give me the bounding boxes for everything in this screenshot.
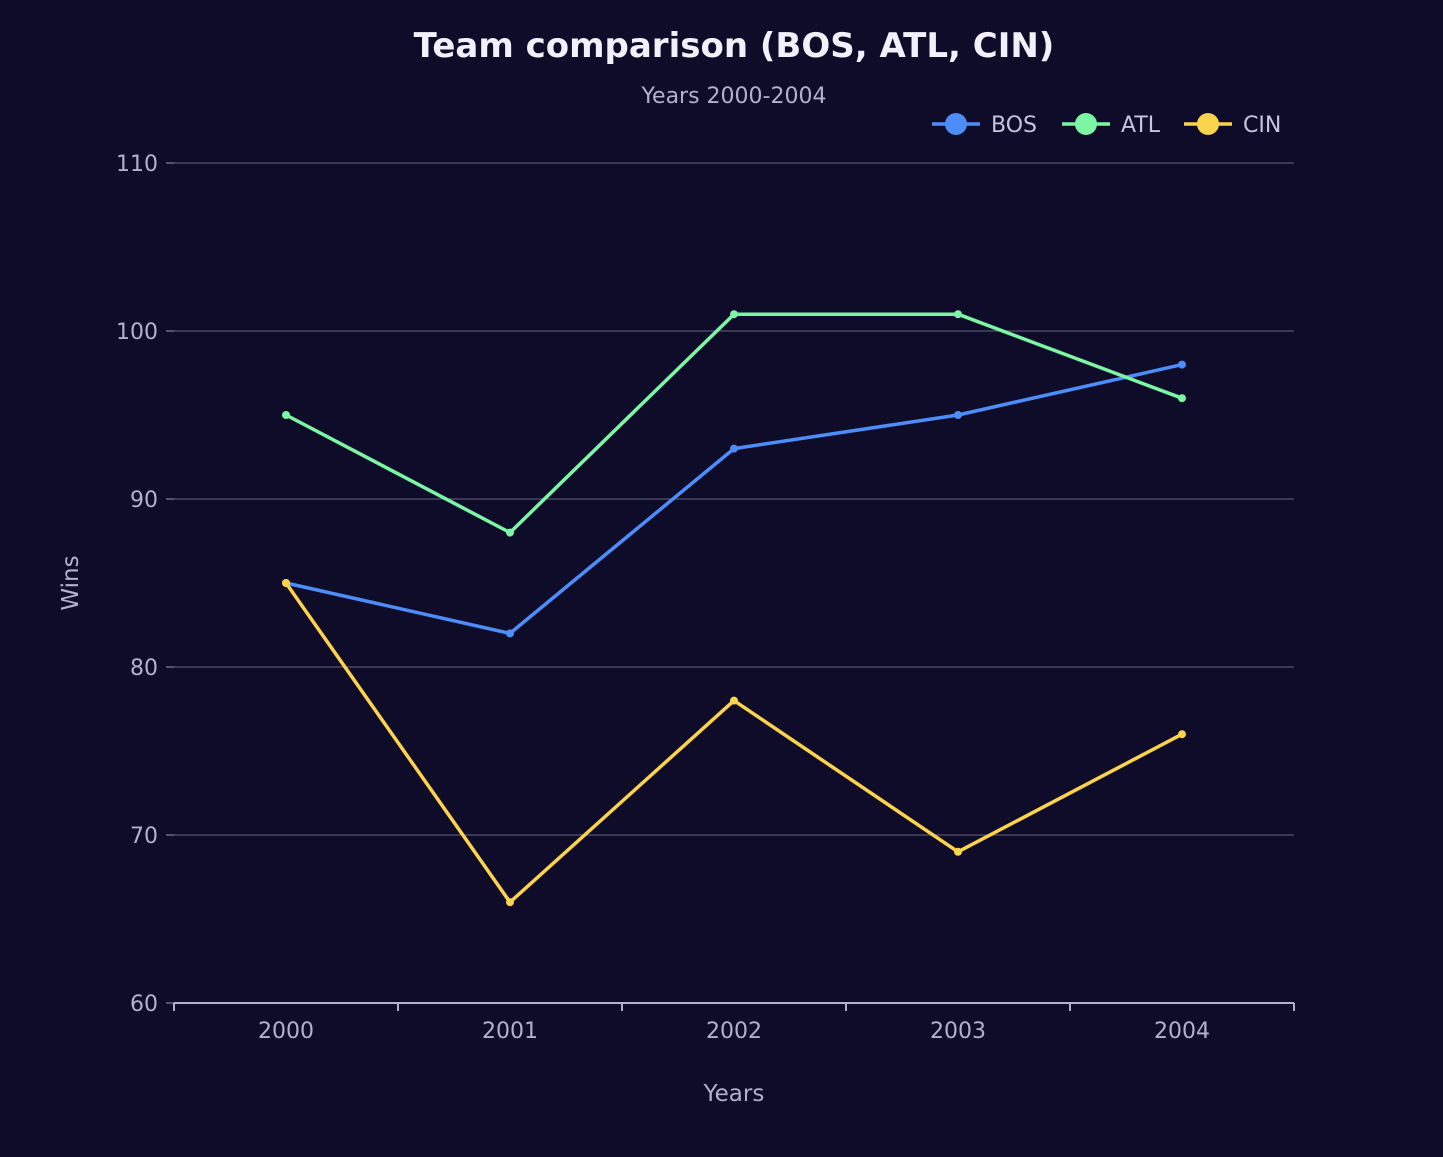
data-point-atl-2000[interactable]: [282, 411, 290, 419]
y-tick-label-70: 70: [130, 824, 158, 849]
x-tick-label-2004: 2004: [1154, 1019, 1210, 1044]
y-tick-label-90: 90: [130, 488, 158, 513]
data-point-atl-2004[interactable]: [1178, 394, 1186, 403]
y-tick-label-100: 100: [116, 320, 158, 345]
chart-title: Team comparison (BOS, ATL, CIN): [414, 26, 1055, 66]
legend-marker-bos: [945, 113, 967, 135]
legend-label-atl: ATL: [1121, 113, 1161, 138]
legend-item-bos[interactable]: BOS: [932, 113, 1037, 138]
y-tick-label-110: 110: [116, 152, 158, 177]
legend-label-cin: CIN: [1243, 113, 1281, 138]
y-tick-label-60: 60: [130, 992, 158, 1017]
data-point-cin-2003[interactable]: [954, 847, 962, 856]
series-group: [282, 310, 1186, 907]
legend-label-bos: BOS: [991, 113, 1037, 138]
x-tick-label-2000: 2000: [258, 1019, 314, 1044]
data-point-atl-2002[interactable]: [730, 310, 738, 319]
axes: 60 70 80 90 100 110 2000 2001 2002 2003 2004: [116, 152, 1295, 1044]
data-point-bos-2002[interactable]: [730, 444, 738, 453]
x-tick-label-2002: 2002: [706, 1019, 762, 1044]
data-point-cin-2002[interactable]: [730, 696, 738, 705]
data-point-atl-2001[interactable]: [506, 528, 514, 537]
legend-marker-cin: [1197, 113, 1219, 135]
series-line-atl: [284, 312, 1184, 535]
legend-item-atl[interactable]: ATL: [1062, 113, 1161, 138]
legend-marker-atl: [1075, 113, 1097, 135]
y-axis-title: Wins: [58, 555, 84, 610]
x-tick-label-2003: 2003: [930, 1019, 986, 1044]
grid-lines: [174, 162, 1294, 836]
data-point-bos-2003[interactable]: [954, 411, 962, 419]
legend-item-cin[interactable]: CIN: [1184, 113, 1281, 138]
data-point-cin-2004[interactable]: [1178, 730, 1186, 739]
x-tick-label-2001: 2001: [482, 1019, 538, 1044]
legend: BOS ATL CIN: [932, 113, 1281, 138]
series-line-cin: [284, 581, 1184, 904]
data-point-cin-2000[interactable]: [282, 579, 290, 587]
data-point-bos-2001[interactable]: [506, 629, 514, 638]
data-point-cin-2001[interactable]: [506, 898, 514, 907]
x-axis-title: Years: [703, 1081, 765, 1107]
y-tick-label-80: 80: [130, 656, 158, 681]
data-point-bos-2004[interactable]: [1178, 360, 1186, 369]
data-point-atl-2003[interactable]: [954, 310, 962, 319]
chart-subtitle: Years 2000-2004: [641, 84, 827, 109]
